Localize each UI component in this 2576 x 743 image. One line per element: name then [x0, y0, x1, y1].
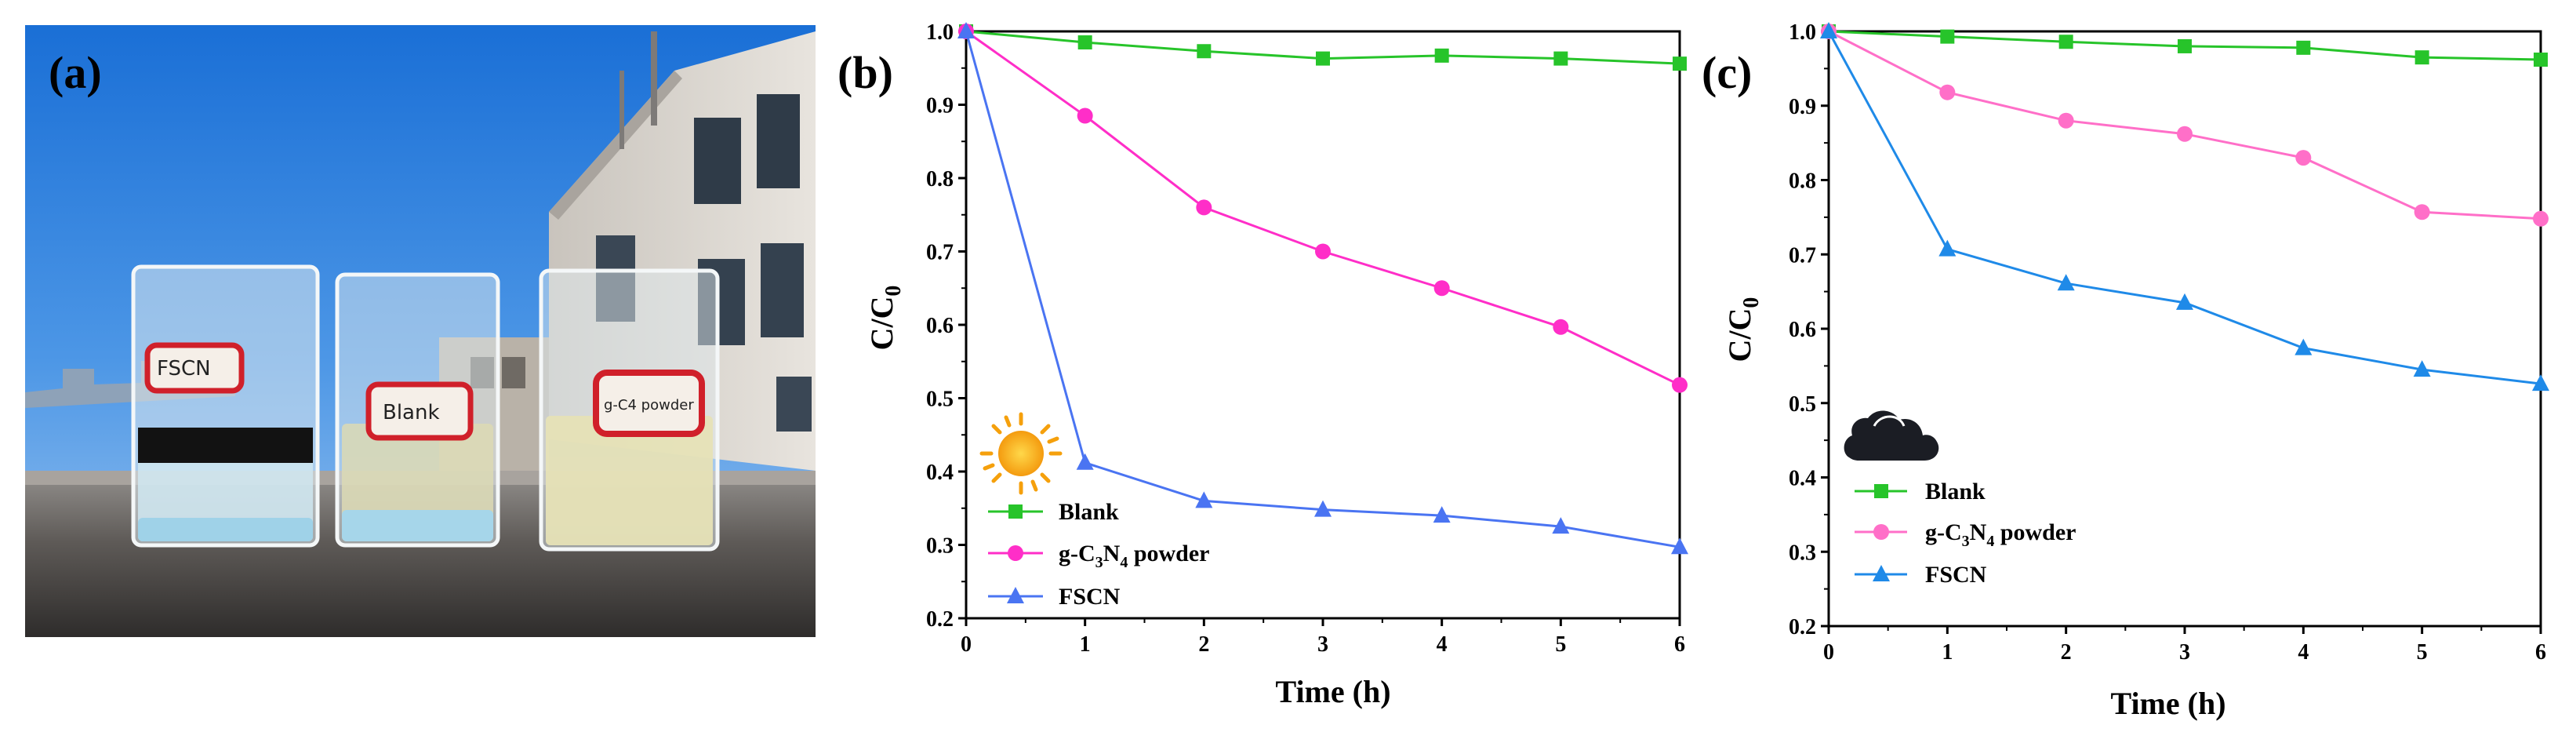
- point-c-g-c3n4-powder-1: [1939, 85, 1955, 100]
- chart-b-ytick-label: 0.9: [926, 94, 954, 118]
- chart-b-xlabel: Time (h): [1275, 674, 1390, 709]
- beaker-label-fscn: FSCN: [157, 357, 211, 381]
- point-c-blank-3: [2178, 39, 2192, 53]
- chart-b-ytick-label: 0.3: [926, 534, 954, 559]
- point-c-blank-2: [2059, 35, 2073, 49]
- point-c-g-c3n4-powder-5: [2414, 204, 2430, 220]
- point-b-blank-1: [1078, 35, 1092, 49]
- panel-letter-a: (a): [49, 47, 102, 98]
- chart-b-ytick-label: 0.8: [926, 167, 954, 191]
- chart-b-xtick-label: 0: [961, 632, 972, 657]
- legend-c-gcn: g-C3N4 powder: [1855, 519, 2076, 550]
- point-b-g-c3n4-powder-1: [1077, 108, 1093, 124]
- chart-c-axes: 0.2 0.3 0.4 0.5 0.6 0.7 0.8 0.9 1.0 0 1 2 3 4 5 6: [1789, 20, 2546, 665]
- chart-b-ytick-label: 0.4: [926, 461, 954, 485]
- beaker-blank: Blank: [337, 275, 498, 545]
- chart-b-ytick-label: 0.6: [926, 314, 954, 338]
- chart-c-xtick-label: 0: [1823, 640, 1834, 665]
- point-b-g-c3n4-powder-5: [1553, 319, 1568, 335]
- series-line-c-fscn: [1829, 31, 2541, 384]
- chart-b-ytick-label: 0.7: [926, 241, 954, 265]
- chart-c-xtick-label: 3: [2179, 640, 2190, 665]
- chart-c-ytick-label: 0.4: [1789, 467, 1816, 491]
- point-c-g-c3n4-powder-2: [2058, 113, 2074, 129]
- series-line-c-g-c3n4-powder: [1829, 31, 2541, 219]
- legend-b-blank-label: Blank: [1059, 499, 1119, 525]
- point-b-g-c3n4-powder-2: [1196, 199, 1212, 215]
- beaker-label-blank: Blank: [383, 401, 440, 424]
- point-b-blank-4: [1435, 49, 1449, 63]
- figure: FSCN Blank g-C4 powder (a) 0.20.30.40.50…: [0, 0, 2576, 743]
- chart-c-xtick-label: 6: [2535, 640, 2546, 665]
- point-c-g-c3n4-powder-6: [2533, 211, 2549, 227]
- chart-b-xtick-label: 4: [1437, 632, 1448, 657]
- chart-c-ytick-label: 0.3: [1789, 541, 1816, 565]
- point-b-blank-6: [1673, 56, 1687, 71]
- chart-b-frame: [966, 31, 1680, 618]
- panel-a-photo: FSCN Blank g-C4 powder: [25, 25, 816, 637]
- chart-b-xtick-label: 6: [1674, 632, 1685, 657]
- chart-c-ytick-label: 1.0: [1789, 20, 1816, 45]
- chart-b-xtick-label: 2: [1198, 632, 1209, 657]
- point-b-blank-2: [1197, 44, 1211, 58]
- chart-c-ytick-label: 0.9: [1789, 95, 1816, 119]
- legend-c-fscn-label: FSCN: [1925, 562, 1987, 588]
- legend-c-gcn-label: g-C3N4 powder: [1925, 519, 2076, 550]
- chart-b-ytick-label: 0.5: [926, 388, 954, 412]
- chart-c-xtick-label: 5: [2417, 640, 2428, 665]
- point-b-g-c3n4-powder-6: [1672, 377, 1688, 393]
- point-c-g-c3n4-powder-4: [2295, 150, 2311, 166]
- chart-c-ytick-label: 0.7: [1789, 243, 1816, 268]
- point-c-blank-4: [2296, 41, 2310, 55]
- chart-c-xtick-label: 1: [1942, 640, 1953, 665]
- panel-letter-b: (b): [837, 47, 893, 98]
- chart-b-xtick-label: 1: [1080, 632, 1091, 657]
- chart-c-xlabel: Time (h): [2110, 686, 2225, 721]
- chart-c-ytick-label: 0.2: [1789, 615, 1816, 639]
- chart-b-xtick-label: 3: [1317, 632, 1328, 657]
- chart-c-ytick-label: 0.5: [1789, 392, 1816, 417]
- beaker-label-gcn: g-C4 powder: [604, 397, 694, 413]
- chart-b-ylabel: C/C0: [864, 286, 906, 351]
- chart-c-xtick-label: 4: [2298, 640, 2309, 665]
- point-c-blank-6: [2534, 53, 2548, 67]
- point-b-g-c3n4-powder-4: [1434, 280, 1450, 296]
- point-b-g-c3n4-powder-3: [1315, 244, 1331, 260]
- point-c-blank-1: [1940, 30, 1954, 44]
- legend-b-gcn: g-C3N4 powder: [988, 541, 1210, 571]
- chart-b-ytick-label: 1.0: [926, 20, 954, 45]
- series-line-b-g-c3n4-powder: [966, 31, 1680, 385]
- legend-b-gcn-label: g-C3N4 powder: [1059, 541, 1210, 571]
- chart-c-ytick-label: 0.6: [1789, 318, 1816, 342]
- chart-b-series: [957, 22, 1688, 554]
- panel-letter-c: (c): [1702, 47, 1752, 98]
- chart-c-ytick-label: 0.8: [1789, 169, 1816, 194]
- point-b-blank-5: [1553, 52, 1568, 66]
- sun-icon: [982, 414, 1060, 493]
- point-c-blank-5: [2415, 50, 2429, 64]
- chart-c-legend: Blank g-C3N4 powder FSCN: [1855, 479, 2076, 588]
- legend-c-fscn: FSCN: [1855, 562, 1987, 588]
- legend-c-blank: Blank: [1855, 479, 1986, 504]
- chart-b-xtick-label: 5: [1555, 632, 1566, 657]
- legend-b-fscn: FSCN: [988, 584, 1121, 610]
- legend-b-fscn-label: FSCN: [1059, 584, 1121, 610]
- legend-c-blank-label: Blank: [1925, 479, 1986, 504]
- point-b-blank-3: [1316, 52, 1330, 66]
- chart-c: 0.2 0.3 0.4 0.5 0.6 0.7 0.8 0.9 1.0 0 1 2 3 4 5 6: [1789, 20, 2549, 665]
- chart-b-axes: 0.2 0.3 0.4 0.5 0.6 0.7 0.8 0.9 1.0 0 1 2 3 4 5 6: [926, 20, 1685, 657]
- point-c-fscn-1: [1938, 240, 1956, 257]
- chart-b-legend: Blank g-C3N4 powder FSCN: [988, 499, 1210, 610]
- point-b-fscn-1: [1077, 453, 1094, 470]
- chart-c-ylabel: C/C0: [1722, 297, 1764, 362]
- chart-c-xtick-label: 2: [2061, 640, 2072, 665]
- chart-b: 0.2 0.3 0.4 0.5 0.6 0.7 0.8 0.9 1.0 0 1 2 3 4 5 6: [926, 20, 1688, 657]
- legend-b-blank: Blank: [988, 499, 1119, 525]
- point-c-g-c3n4-powder-3: [2177, 126, 2193, 142]
- beaker-fscn: FSCN: [133, 267, 318, 545]
- chart-c-series: [1820, 22, 2549, 391]
- beaker-gcn-powder: g-C4 powder: [541, 271, 718, 549]
- cloud-icon: [1844, 410, 1939, 461]
- chart-b-ytick-label: 0.2: [926, 607, 954, 632]
